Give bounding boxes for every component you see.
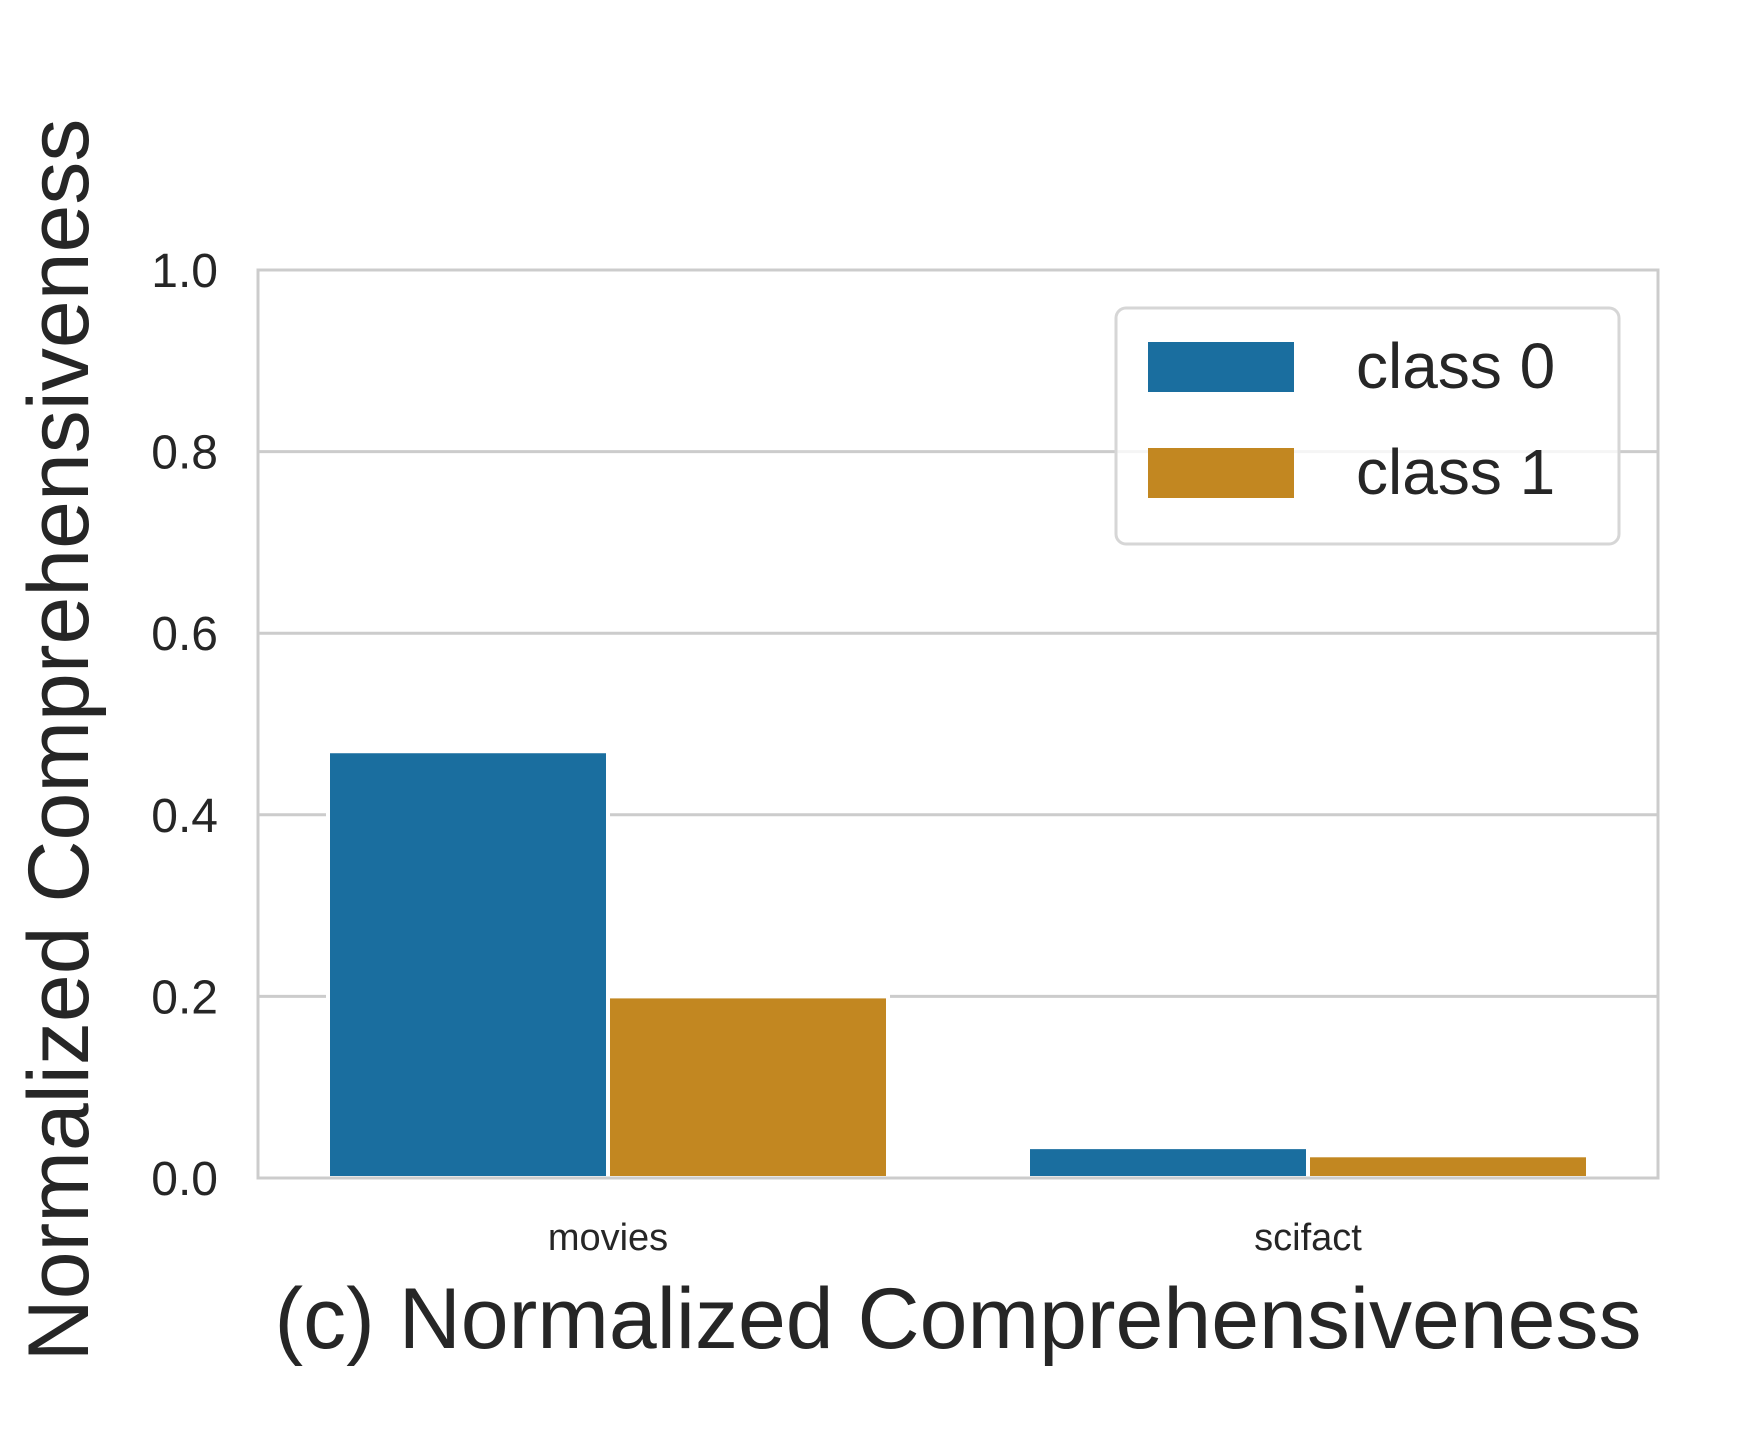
- x-axis-caption: (c) Normalized Comprehensiveness: [275, 1271, 1642, 1367]
- legend: class 0 class 1: [1114, 306, 1621, 546]
- bar-class-0-scifact: [1026, 1145, 1310, 1181]
- bar-class-1-scifact: [1306, 1153, 1590, 1181]
- legend-swatch: [1148, 342, 1294, 392]
- x-tick-label: scifact: [1254, 1217, 1362, 1259]
- plot-frame: [256, 268, 1660, 1180]
- bar-class-0-movies: [326, 749, 610, 1180]
- y-tick-label: 0.4: [151, 790, 218, 843]
- y-tick-label: 1.0: [151, 245, 218, 298]
- legend-label: class 0: [1356, 330, 1555, 402]
- legend-items: class 0 class 1: [1148, 330, 1555, 508]
- x-tick-label: movies: [548, 1217, 668, 1259]
- y-tick-labels: 0.0 0.2 0.4 0.6 0.8 1.0: [151, 245, 218, 1206]
- y-tick-label: 0.8: [151, 427, 218, 480]
- x-tick-labels: movies scifact: [548, 1217, 1362, 1259]
- legend-swatch: [1148, 448, 1294, 498]
- y-tick-label: 0.2: [151, 971, 218, 1024]
- y-tick-label: 0.6: [151, 608, 218, 661]
- bar-class-1-movies: [606, 994, 890, 1181]
- y-tick-label: 0.0: [151, 1153, 218, 1206]
- bars: [326, 749, 1590, 1181]
- y-axis-title: Normalized Comprehensiveness: [11, 119, 107, 1362]
- legend-label: class 1: [1356, 436, 1555, 508]
